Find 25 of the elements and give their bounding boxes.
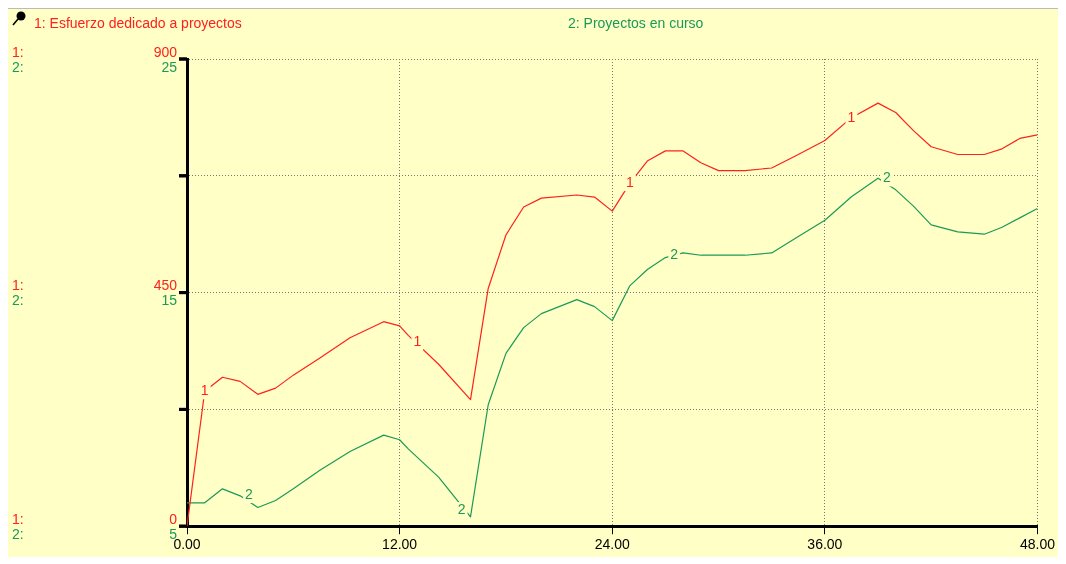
y-tick-label: 450 <box>153 277 178 294</box>
text: 1: <box>12 43 24 60</box>
annotation: 1 <box>626 173 635 190</box>
annotation: 2 <box>670 246 679 263</box>
y-tick-label: 900 <box>153 43 178 60</box>
annotation: 2 <box>457 500 466 517</box>
x-tick-label: 48.00 <box>1019 536 1056 553</box>
y-tick-label: 0 <box>169 511 178 528</box>
annotation: 2 <box>882 169 891 186</box>
x-tick-label: 12.00 <box>382 536 418 553</box>
text: 2: <box>12 58 24 75</box>
text: 2: <box>12 526 24 543</box>
text: 1: <box>12 277 24 294</box>
y2-tick-label: 25 <box>161 58 178 75</box>
annotation: 1 <box>413 333 422 350</box>
text: 1: <box>12 511 24 528</box>
text: 2: <box>12 292 24 309</box>
annotation: 2 <box>245 485 254 502</box>
text: 1: Esfuerzo dedicado a proyectos <box>34 15 242 31</box>
y2-tick-label: 15 <box>161 292 178 309</box>
annotation: 1 <box>200 382 209 399</box>
text: 2: Proyectos en curso <box>568 15 704 31</box>
x-tick-label: 36.00 <box>807 536 843 553</box>
annotation: 1 <box>847 108 856 125</box>
x-tick-label: 24.00 <box>594 536 630 553</box>
